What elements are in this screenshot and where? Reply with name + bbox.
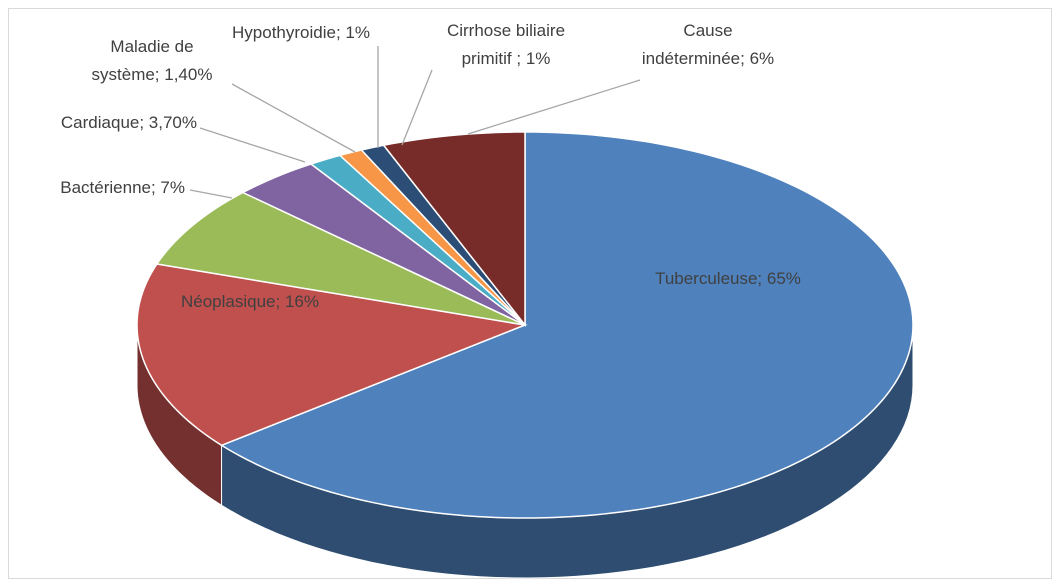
slice [219,131,914,519]
data-label: Cause indéterminée; 6% [642,21,774,68]
data-label: Tuberculeuse; 65% [655,269,801,288]
data-label: Cardiaque; 3,70% [61,113,197,132]
slice [241,163,526,326]
slice [382,131,526,328]
data-label: Maladie de système; 1,40% [92,37,213,84]
leader-line [467,79,641,135]
data-label: Cirrhose biliaire primitif ; 1% [447,21,565,68]
data-labels: Tuberculeuse; 65% Néoplasique; 16% Bactéri… [60,21,801,311]
pie-tops [136,131,914,519]
leader-line [189,189,233,199]
data-label: Hypothyroidie; 1% [232,23,370,42]
leader-line [401,69,433,146]
slice [155,191,526,326]
leader-line [199,127,306,163]
leader-line [231,83,356,153]
data-label: Bactérienne; 7% [60,178,185,197]
data-label: Néoplasique; 16% [181,292,319,311]
